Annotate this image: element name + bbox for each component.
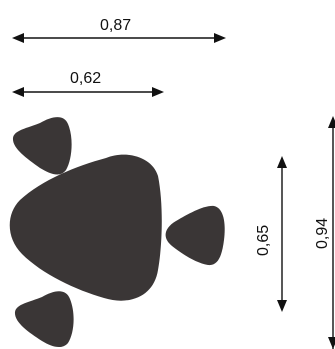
main-width-label: 0,62 bbox=[70, 70, 101, 87]
shape-group bbox=[9, 117, 225, 348]
main-rounded-triangle bbox=[9, 154, 162, 301]
right-petal bbox=[165, 205, 225, 266]
top-left-petal bbox=[12, 117, 72, 175]
overall-height-dimension: 0,94 bbox=[314, 116, 335, 349]
overall-width-label: 0,87 bbox=[100, 17, 131, 34]
overall-height-label: 0,94 bbox=[314, 218, 331, 249]
bottom-left-petal bbox=[14, 291, 74, 348]
main-height-dimension: 0,65 bbox=[255, 156, 287, 312]
main-width-dimension: 0,62 bbox=[12, 70, 164, 97]
overall-width-dimension: 0,87 bbox=[12, 17, 226, 43]
main-height-label: 0,65 bbox=[255, 225, 272, 256]
